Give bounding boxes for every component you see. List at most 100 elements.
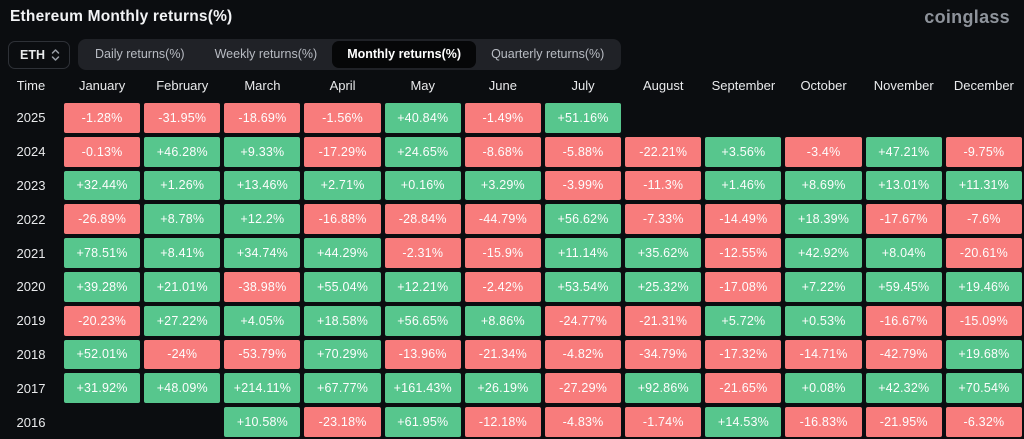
cell-2016-november[interactable]: -21.95% xyxy=(865,407,942,437)
cell-2023-october[interactable]: +8.69% xyxy=(785,170,862,201)
cell-2018-august[interactable]: -34.79% xyxy=(625,339,702,370)
cell-2017-april[interactable]: +67.77% xyxy=(304,373,381,404)
cell-2023-august[interactable]: -11.3% xyxy=(625,170,702,201)
cell-2018-october[interactable]: -14.71% xyxy=(785,339,862,370)
cell-2025-april[interactable]: -1.56% xyxy=(304,103,381,133)
cell-2023-january[interactable]: +32.44% xyxy=(64,170,141,201)
cell-2020-september[interactable]: -17.08% xyxy=(705,271,782,302)
cell-2017-february[interactable]: +48.09% xyxy=(144,373,221,404)
cell-2024-april[interactable]: -17.29% xyxy=(304,136,381,167)
cell-2025-february[interactable]: -31.95% xyxy=(144,103,221,133)
cell-2019-february[interactable]: +27.22% xyxy=(144,305,221,336)
cell-2020-march[interactable]: -38.98% xyxy=(224,271,301,302)
tab-daily-returns[interactable]: Daily returns(%) xyxy=(80,41,200,68)
cell-2020-august[interactable]: +25.32% xyxy=(625,271,702,302)
cell-2022-july[interactable]: +56.62% xyxy=(544,204,622,235)
cell-2022-october[interactable]: +18.39% xyxy=(785,204,862,235)
cell-2023-november[interactable]: +13.01% xyxy=(865,170,942,201)
tab-monthly-returns[interactable]: Monthly returns(%) xyxy=(332,41,477,68)
cell-2017-august[interactable]: +92.86% xyxy=(625,373,702,404)
cell-2016-april[interactable]: -23.18% xyxy=(304,407,381,437)
cell-2024-july[interactable]: -5.88% xyxy=(544,136,622,167)
cell-2024-february[interactable]: +46.28% xyxy=(144,136,221,167)
cell-2021-december[interactable]: -20.61% xyxy=(945,238,1022,268)
cell-2022-april[interactable]: -16.88% xyxy=(304,204,381,235)
cell-2020-january[interactable]: +39.28% xyxy=(64,271,141,302)
cell-2017-september[interactable]: -21.65% xyxy=(705,373,782,404)
cell-2024-december[interactable]: -9.75% xyxy=(945,136,1022,167)
cell-2024-november[interactable]: +47.21% xyxy=(865,136,942,167)
cell-2016-may[interactable]: +61.95% xyxy=(384,407,461,437)
cell-2025-january[interactable]: -1.28% xyxy=(64,103,141,133)
cell-2016-march[interactable]: +10.58% xyxy=(224,407,301,437)
cell-2024-may[interactable]: +24.65% xyxy=(384,136,461,167)
cell-2016-december[interactable]: -6.32% xyxy=(945,407,1022,437)
cell-2023-february[interactable]: +1.26% xyxy=(144,170,221,201)
cell-2018-september[interactable]: -17.32% xyxy=(705,339,782,370)
cell-2024-october[interactable]: -3.4% xyxy=(785,136,862,167)
cell-2018-may[interactable]: -13.96% xyxy=(384,339,461,370)
cell-2020-july[interactable]: +53.54% xyxy=(544,271,622,302)
cell-2017-march[interactable]: +214.11% xyxy=(224,373,301,404)
cell-2019-january[interactable]: -20.23% xyxy=(64,305,141,336)
cell-2019-june[interactable]: +8.86% xyxy=(464,305,541,336)
cell-2023-march[interactable]: +13.46% xyxy=(224,170,301,201)
cell-2021-november[interactable]: +8.04% xyxy=(865,238,942,268)
cell-2025-june[interactable]: -1.49% xyxy=(464,103,541,133)
cell-2022-november[interactable]: -17.67% xyxy=(865,204,942,235)
cell-2021-september[interactable]: -12.55% xyxy=(705,238,782,268)
cell-2016-june[interactable]: -12.18% xyxy=(464,407,541,437)
cell-2017-july[interactable]: -27.29% xyxy=(544,373,622,404)
tab-quarterly-returns[interactable]: Quarterly returns(%) xyxy=(476,41,619,68)
cell-2018-july[interactable]: -4.82% xyxy=(544,339,622,370)
cell-2019-november[interactable]: -16.67% xyxy=(865,305,942,336)
cell-2020-may[interactable]: +12.21% xyxy=(384,271,461,302)
cell-2016-october[interactable]: -16.83% xyxy=(785,407,862,437)
cell-2024-june[interactable]: -8.68% xyxy=(464,136,541,167)
cell-2019-april[interactable]: +18.58% xyxy=(304,305,381,336)
cell-2024-march[interactable]: +9.33% xyxy=(224,136,301,167)
cell-2017-december[interactable]: +70.54% xyxy=(945,373,1022,404)
cell-2023-may[interactable]: +0.16% xyxy=(384,170,461,201)
cell-2019-july[interactable]: -24.77% xyxy=(544,305,622,336)
cell-2019-march[interactable]: +4.05% xyxy=(224,305,301,336)
cell-2022-june[interactable]: -44.79% xyxy=(464,204,541,235)
tab-weekly-returns[interactable]: Weekly returns(%) xyxy=(200,41,333,68)
cell-2021-october[interactable]: +42.92% xyxy=(785,238,862,268)
cell-2021-february[interactable]: +8.41% xyxy=(144,238,221,268)
cell-2017-january[interactable]: +31.92% xyxy=(64,373,141,404)
cell-2018-april[interactable]: +70.29% xyxy=(304,339,381,370)
cell-2024-august[interactable]: -22.21% xyxy=(625,136,702,167)
cell-2025-july[interactable]: +51.16% xyxy=(544,103,622,133)
cell-2019-september[interactable]: +5.72% xyxy=(705,305,782,336)
cell-2022-september[interactable]: -14.49% xyxy=(705,204,782,235)
cell-2019-may[interactable]: +56.65% xyxy=(384,305,461,336)
cell-2017-june[interactable]: +26.19% xyxy=(464,373,541,404)
cell-2017-november[interactable]: +42.32% xyxy=(865,373,942,404)
cell-2016-july[interactable]: -4.83% xyxy=(544,407,622,437)
cell-2021-august[interactable]: +35.62% xyxy=(625,238,702,268)
cell-2021-july[interactable]: +11.14% xyxy=(544,238,622,268)
cell-2017-may[interactable]: +161.43% xyxy=(384,373,461,404)
cell-2017-october[interactable]: +0.08% xyxy=(785,373,862,404)
cell-2020-june[interactable]: -2.42% xyxy=(464,271,541,302)
cell-2019-october[interactable]: +0.53% xyxy=(785,305,862,336)
cell-2018-november[interactable]: -42.79% xyxy=(865,339,942,370)
cell-2018-march[interactable]: -53.79% xyxy=(224,339,301,370)
cell-2021-march[interactable]: +34.74% xyxy=(224,238,301,268)
cell-2021-april[interactable]: +44.29% xyxy=(304,238,381,268)
cell-2024-january[interactable]: -0.13% xyxy=(64,136,141,167)
cell-2022-december[interactable]: -7.6% xyxy=(945,204,1022,235)
cell-2016-august[interactable]: -1.74% xyxy=(625,407,702,437)
cell-2020-april[interactable]: +55.04% xyxy=(304,271,381,302)
cell-2020-november[interactable]: +59.45% xyxy=(865,271,942,302)
cell-2022-august[interactable]: -7.33% xyxy=(625,204,702,235)
cell-2020-october[interactable]: +7.22% xyxy=(785,271,862,302)
cell-2019-december[interactable]: -15.09% xyxy=(945,305,1022,336)
cell-2025-may[interactable]: +40.84% xyxy=(384,103,461,133)
cell-2021-january[interactable]: +78.51% xyxy=(64,238,141,268)
cell-2024-september[interactable]: +3.56% xyxy=(705,136,782,167)
cell-2023-september[interactable]: +1.46% xyxy=(705,170,782,201)
cell-2023-june[interactable]: +3.29% xyxy=(464,170,541,201)
cell-2021-june[interactable]: -15.9% xyxy=(464,238,541,268)
